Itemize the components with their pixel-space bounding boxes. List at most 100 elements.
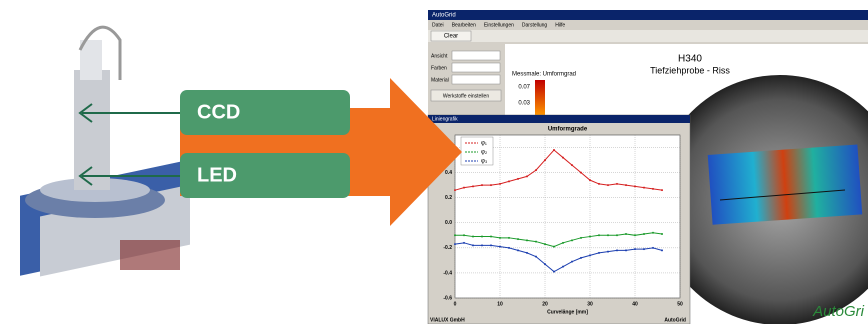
- decor-rect: [428, 30, 868, 42]
- point: [535, 241, 537, 243]
- chart-window: Liniengrafik VIALUX GmbH AutoGrid Umform…: [428, 115, 690, 324]
- x-tick-label: 30: [587, 301, 593, 307]
- point: [490, 244, 492, 246]
- point: [634, 185, 636, 187]
- point: [607, 234, 609, 236]
- menu-item: Hilfe: [555, 22, 565, 28]
- point: [589, 179, 591, 181]
- point: [517, 238, 519, 240]
- point: [553, 149, 555, 151]
- point: [472, 236, 474, 238]
- point: [562, 157, 564, 159]
- chart-title: Umformgrade: [548, 127, 588, 133]
- point: [607, 251, 609, 253]
- point: [535, 256, 537, 258]
- page: {"window": {"title": "AutoGrid", "menu":…: [0, 0, 868, 324]
- point: [643, 233, 645, 235]
- point: [508, 247, 510, 249]
- decor-rect: [428, 115, 690, 123]
- point: [643, 187, 645, 189]
- point: [517, 249, 519, 251]
- point: [454, 189, 456, 191]
- point: [562, 242, 564, 244]
- menu-item: Einstellungen: [484, 22, 514, 28]
- point: [661, 233, 663, 235]
- point: [652, 188, 654, 190]
- legend-label: φ₂: [481, 150, 488, 156]
- menu-item: Datei: [432, 22, 444, 28]
- control-label: Ansicht: [431, 53, 448, 59]
- point: [553, 271, 555, 273]
- toolbar-button[interactable]: Clear: [444, 34, 458, 40]
- point: [535, 169, 537, 171]
- point: [652, 247, 654, 249]
- point: [652, 232, 654, 234]
- point: [481, 244, 483, 246]
- point: [625, 233, 627, 235]
- point: [589, 236, 591, 238]
- point: [616, 234, 618, 236]
- point: [463, 242, 465, 244]
- point: [580, 172, 582, 174]
- point: [625, 249, 627, 251]
- decor-rect: [452, 51, 500, 60]
- point: [580, 257, 582, 259]
- x-tick-label: 50: [677, 301, 683, 307]
- point: [544, 159, 546, 161]
- point: [562, 266, 564, 268]
- point: [571, 164, 573, 166]
- point: [463, 187, 465, 189]
- x-tick-label: 0: [454, 301, 457, 307]
- settings-button[interactable]: Werkstoffe einstellen: [443, 93, 489, 99]
- decor-rect: [74, 70, 110, 190]
- y-tick-label: 0.2: [445, 195, 452, 201]
- callout-label: LED: [197, 164, 237, 186]
- point: [526, 239, 528, 241]
- point: [499, 237, 501, 239]
- point: [616, 249, 618, 251]
- decor-rect: [535, 80, 545, 116]
- point: [598, 183, 600, 185]
- decor-rect: [428, 10, 868, 20]
- y-tick-label: -0.6: [443, 295, 452, 301]
- x-tick-label: 10: [497, 301, 503, 307]
- point: [481, 184, 483, 186]
- decor-rect: [452, 63, 500, 72]
- decor-rect: [452, 75, 500, 84]
- point: [472, 244, 474, 246]
- y-tick-label: 0.0: [445, 220, 452, 226]
- point: [490, 236, 492, 238]
- point: [544, 243, 546, 245]
- colorbar-label: 0.07: [518, 85, 530, 91]
- point: [589, 254, 591, 256]
- callout-label: CCD: [197, 101, 240, 123]
- point: [499, 246, 501, 248]
- point: [544, 263, 546, 265]
- y-tick-label: -0.2: [443, 245, 452, 251]
- point: [472, 185, 474, 187]
- footer-left: VIALUX GmbH: [430, 317, 465, 323]
- y-tick-label: -0.4: [443, 270, 452, 276]
- point: [634, 248, 636, 250]
- point: [661, 189, 663, 191]
- point: [580, 237, 582, 239]
- footer-right: AutoGrid: [664, 317, 686, 323]
- point: [517, 178, 519, 180]
- point: [490, 184, 492, 186]
- machine-photo: [20, 27, 190, 276]
- point: [634, 234, 636, 236]
- point: [571, 239, 573, 241]
- point: [508, 180, 510, 182]
- point: [553, 246, 555, 248]
- legend-label: φ₁: [481, 141, 487, 147]
- point: [454, 243, 456, 245]
- y-tick-label: 0.4: [445, 170, 452, 176]
- colorbar-title: Messmale: Umformgrad: [512, 72, 576, 78]
- chart-window-title: Liniengrafik: [432, 116, 458, 122]
- sample-id: H340: [678, 54, 702, 65]
- sample-name: Tiefziehprobe - Riss: [650, 65, 730, 75]
- scene: AutoGrid Clear Ansicht Farben Material W…: [0, 0, 868, 324]
- point: [625, 184, 627, 186]
- control-label: Material: [431, 77, 449, 83]
- point: [643, 248, 645, 250]
